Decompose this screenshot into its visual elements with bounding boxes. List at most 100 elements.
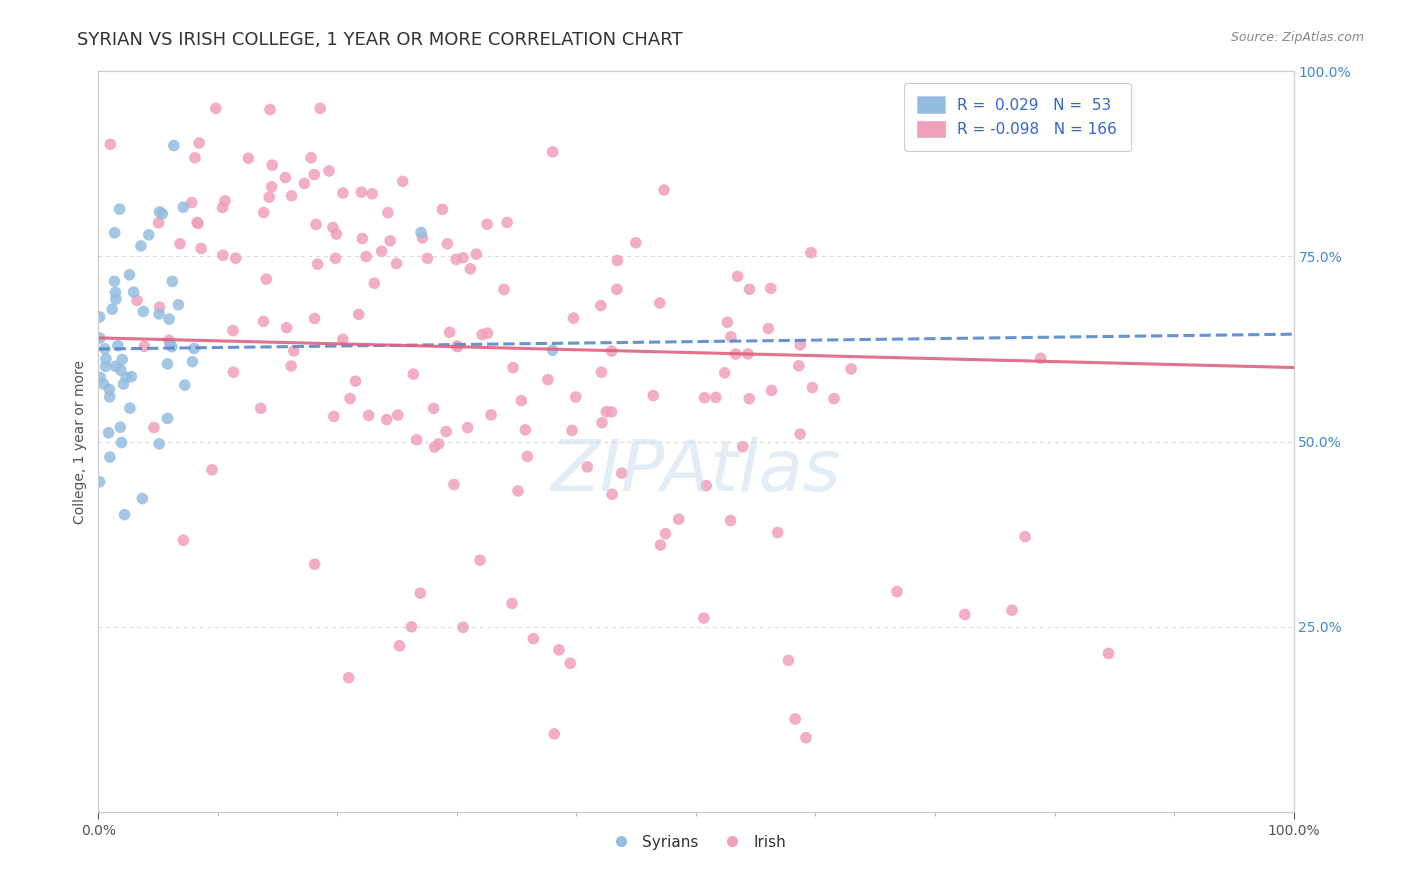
Point [249, 401, 271, 416]
Point [97, 425, 120, 440]
Point [332, 186, 354, 200]
Point [724, 347, 747, 361]
Point [886, 584, 908, 599]
Point [506, 483, 529, 498]
Point [280, 359, 302, 373]
Point [304, 168, 326, 182]
Point [131, 491, 153, 506]
Point [318, 164, 340, 178]
Point [727, 269, 749, 284]
Point [159, 336, 181, 351]
Point [325, 252, 347, 266]
Point [337, 671, 360, 685]
Point [1014, 530, 1036, 544]
Point [375, 412, 398, 426]
Point [562, 311, 585, 326]
Point [444, 252, 467, 267]
Point [190, 242, 212, 256]
Point [339, 392, 361, 406]
Point [652, 183, 675, 197]
Point [785, 712, 807, 726]
Point [111, 352, 134, 367]
Point [789, 338, 811, 352]
Point [148, 216, 170, 230]
Point [695, 478, 717, 492]
Point [385, 257, 408, 271]
Point [731, 440, 754, 454]
Point [156, 411, 179, 425]
Point [103, 274, 125, 288]
Point [756, 321, 779, 335]
Point [104, 292, 127, 306]
Point [307, 257, 329, 271]
Point [257, 190, 280, 204]
Point [104, 359, 127, 374]
Point [115, 370, 138, 384]
Point [142, 420, 165, 434]
Point [172, 533, 194, 548]
Point [148, 437, 170, 451]
Point [276, 320, 298, 334]
Point [416, 252, 439, 266]
Point [606, 253, 628, 268]
Point [148, 307, 170, 321]
Point [181, 354, 204, 368]
Point [565, 390, 588, 404]
Point [157, 312, 180, 326]
Point [112, 377, 135, 392]
Point [720, 514, 742, 528]
Point [238, 151, 260, 165]
Point [654, 526, 676, 541]
Point [101, 302, 124, 317]
Point [402, 367, 425, 381]
Point [108, 202, 131, 216]
Point [1029, 351, 1052, 366]
Point [150, 207, 173, 221]
Point [98, 450, 121, 464]
Point [361, 186, 384, 201]
Point [169, 236, 191, 251]
Point [120, 369, 142, 384]
Point [411, 231, 433, 245]
Point [93, 377, 115, 392]
Point [378, 234, 401, 248]
Point [610, 466, 633, 480]
Point [541, 145, 564, 159]
Point [823, 392, 845, 406]
Point [591, 365, 613, 379]
Point [471, 327, 494, 342]
Point [118, 268, 141, 282]
Point [648, 296, 671, 310]
Point [432, 202, 454, 217]
Point [405, 433, 427, 447]
Point [253, 205, 276, 219]
Point [600, 405, 623, 419]
Point [427, 437, 450, 451]
Point [720, 330, 742, 344]
Point [350, 185, 373, 199]
Point [693, 391, 716, 405]
Point [738, 282, 761, 296]
Point [292, 177, 315, 191]
Point [129, 239, 152, 253]
Point [643, 388, 665, 402]
Point [451, 251, 474, 265]
Point [595, 404, 617, 418]
Point [560, 657, 582, 671]
Point [589, 299, 612, 313]
Point [516, 450, 538, 464]
Point [104, 285, 127, 300]
Point [186, 215, 208, 229]
Point [794, 731, 817, 745]
Point [254, 272, 277, 286]
Point [422, 401, 444, 416]
Point [252, 314, 274, 328]
Point [624, 235, 647, 250]
Point [761, 384, 783, 398]
Point [457, 420, 479, 434]
Point [94, 342, 117, 356]
Point [173, 378, 195, 392]
Point [104, 226, 127, 240]
Point [134, 339, 156, 353]
Point [332, 332, 354, 346]
